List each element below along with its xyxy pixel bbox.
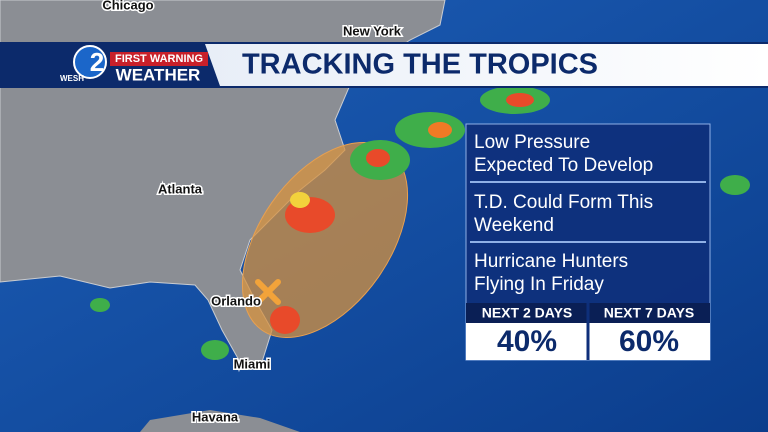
logo-bottom: WEATHER <box>116 65 201 84</box>
logo-top: FIRST WARNING <box>115 53 203 65</box>
city-label: Miami <box>234 356 271 371</box>
city-label: Orlando <box>211 293 261 308</box>
city-label: Chicago <box>102 0 153 12</box>
outlook-item: Expected To Develop <box>474 155 653 176</box>
x-marker <box>255 279 281 305</box>
chance-label: NEXT 2 DAYS <box>482 305 573 321</box>
chance-value: 40% <box>497 325 557 358</box>
title-band <box>205 44 768 86</box>
city-label: Havana <box>192 409 239 424</box>
header-title: TRACKING THE TROPICS <box>242 49 598 81</box>
radar-echoes <box>90 86 750 360</box>
outlook-item: Weekend <box>474 215 554 236</box>
chance-value: 60% <box>619 325 679 358</box>
city-label: New York <box>343 23 402 38</box>
logo-banner <box>110 52 208 66</box>
cuba <box>140 410 300 432</box>
outlook-box <box>465 123 711 361</box>
city-label: Atlanta <box>158 181 203 196</box>
logo-number: 2 <box>90 47 104 77</box>
outlook-item: Low Pressure <box>474 132 590 153</box>
logo-circle <box>73 45 107 79</box>
outlook-item: T.D. Could Form This <box>474 192 653 213</box>
outlook-item: Hurricane Hunters <box>474 251 628 272</box>
chance-label: NEXT 7 DAYS <box>604 305 695 321</box>
outlook-item: Flying In Friday <box>474 274 604 295</box>
logo-station: WESH <box>60 74 84 83</box>
